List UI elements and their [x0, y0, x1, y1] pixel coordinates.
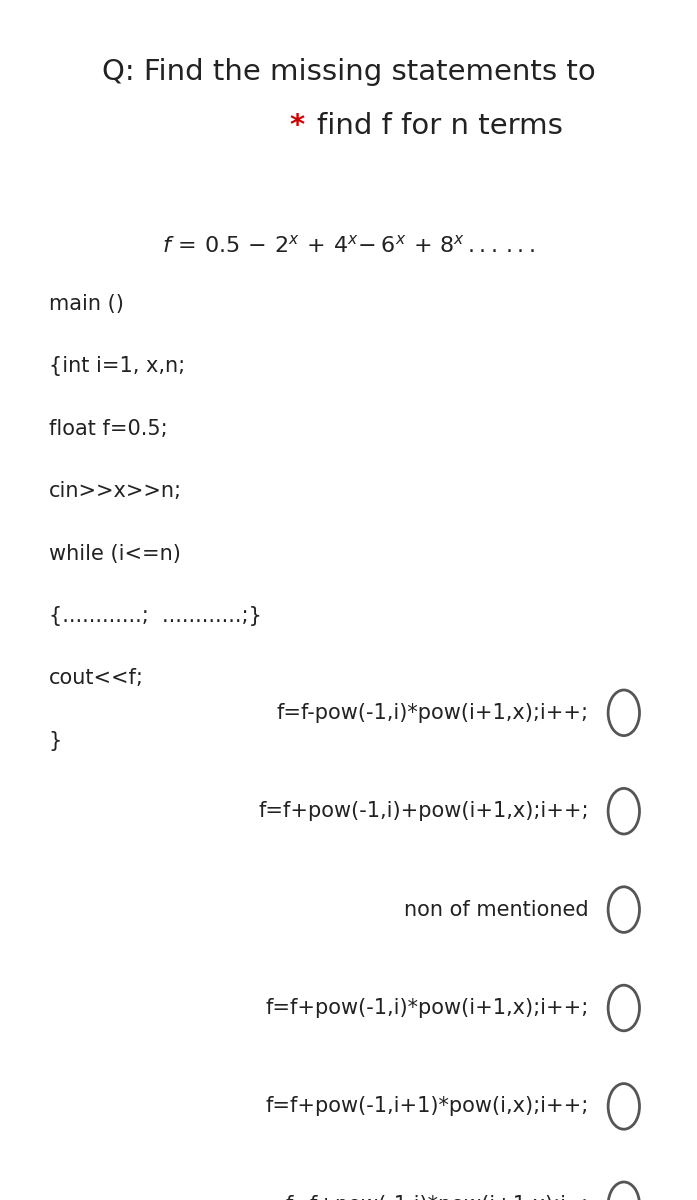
Text: f=f+pow(-1,i)*pow(i+1,x);i--;: f=f+pow(-1,i)*pow(i+1,x);i--;: [286, 1195, 589, 1200]
Text: $f\,=\,0.5\,-\,2^x\,+\,4^x\!-6^x\,+\,8^x\,...\,...$: $f\,=\,0.5\,-\,2^x\,+\,4^x\!-6^x\,+\,8^x…: [162, 234, 535, 256]
Text: }: }: [49, 731, 62, 751]
Text: cin>>x>>n;: cin>>x>>n;: [49, 481, 182, 502]
Text: f=f-pow(-1,i)*pow(i+1,x);i++;: f=f-pow(-1,i)*pow(i+1,x);i++;: [277, 703, 589, 722]
Text: f=f+pow(-1,i)*pow(i+1,x);i++;: f=f+pow(-1,i)*pow(i+1,x);i++;: [266, 998, 589, 1018]
Text: cout<<f;: cout<<f;: [49, 668, 144, 689]
Text: find f for n terms: find f for n terms: [317, 112, 563, 139]
Text: *: *: [289, 112, 305, 139]
Text: Q: Find the missing statements to: Q: Find the missing statements to: [102, 58, 595, 85]
Text: float f=0.5;: float f=0.5;: [49, 419, 167, 439]
Text: non of mentioned: non of mentioned: [404, 900, 589, 919]
Text: main (): main (): [49, 294, 123, 314]
Text: {............;  ............;}: {............; ............;}: [49, 606, 261, 626]
Text: f=f+pow(-1,i)+pow(i+1,x);i++;: f=f+pow(-1,i)+pow(i+1,x);i++;: [259, 802, 589, 821]
Text: f=f+pow(-1,i+1)*pow(i,x);i++;: f=f+pow(-1,i+1)*pow(i,x);i++;: [266, 1097, 589, 1116]
Text: while (i<=n): while (i<=n): [49, 544, 181, 564]
Text: {int i=1, x,n;: {int i=1, x,n;: [49, 356, 185, 377]
